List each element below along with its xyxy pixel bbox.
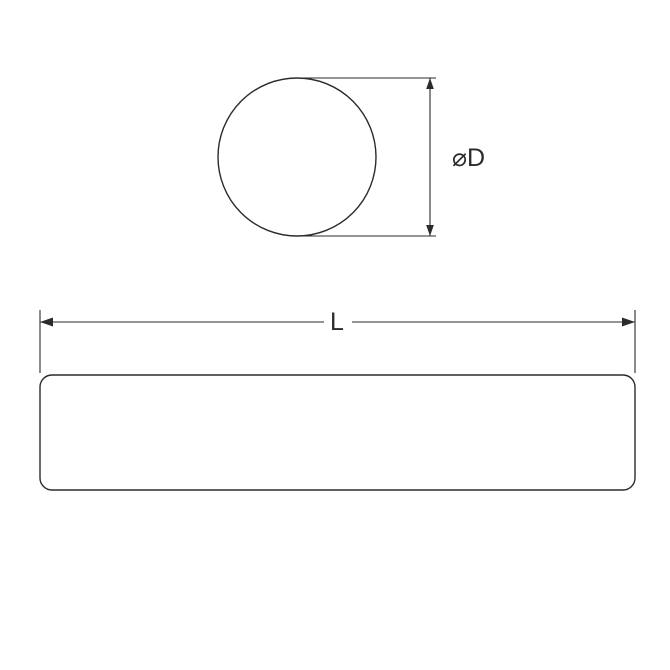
rod-end-view-circle bbox=[218, 78, 376, 236]
length-dimension: L bbox=[40, 308, 635, 373]
length-label: L bbox=[330, 308, 344, 336]
diameter-label: ⌀D bbox=[452, 144, 485, 172]
diameter-arrowhead-top bbox=[426, 78, 434, 89]
diameter-dimension: ⌀D bbox=[300, 78, 485, 236]
length-arrowhead-left bbox=[40, 317, 53, 326]
technical-drawing: ⌀D L bbox=[0, 0, 670, 670]
rod-side-view-rect bbox=[40, 375, 635, 490]
diameter-arrowhead-bottom bbox=[426, 225, 434, 236]
length-arrowhead-right bbox=[622, 317, 635, 326]
